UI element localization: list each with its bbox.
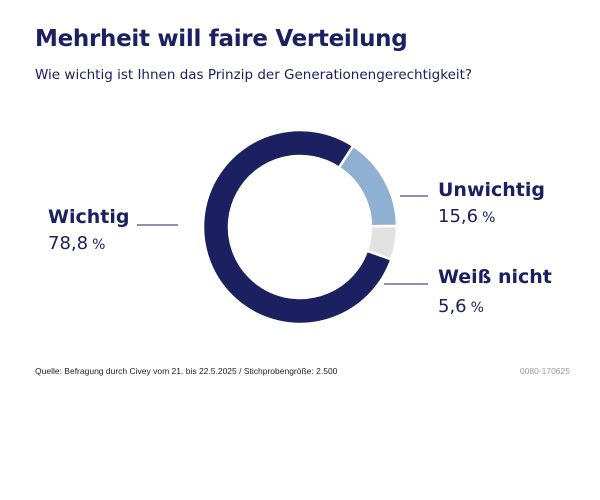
value-wichtig: 78,8% [48, 233, 105, 254]
value-weiss-nicht-number: 5,6 [438, 296, 467, 317]
slice-wichtig [201, 128, 393, 326]
value-unwichtig-unit: % [482, 210, 496, 226]
slice-unwichtig [337, 144, 399, 228]
source-note: Quelle: Befragung durch Civey vom 21. bi… [35, 366, 338, 376]
value-wichtig-number: 78,8 [48, 233, 89, 254]
value-weiss-nicht-unit: % [470, 300, 484, 316]
value-weiss-nicht: 5,6% [438, 296, 484, 317]
label-weiss-nicht: Weiß nicht [438, 266, 552, 288]
chart-subtitle: Wie wichtig ist Ihnen das Prinzip der Ge… [35, 67, 473, 83]
value-unwichtig: 15,6% [438, 206, 495, 227]
value-wichtig-unit: % [92, 237, 106, 253]
chart-title: Mehrheit will faire Verteilung [35, 26, 408, 52]
label-wichtig: Wichtig [48, 206, 130, 228]
chart-code: 0080-170625 [519, 366, 570, 376]
label-unwichtig: Unwichtig [438, 179, 546, 201]
value-unwichtig-number: 15,6 [438, 206, 479, 227]
